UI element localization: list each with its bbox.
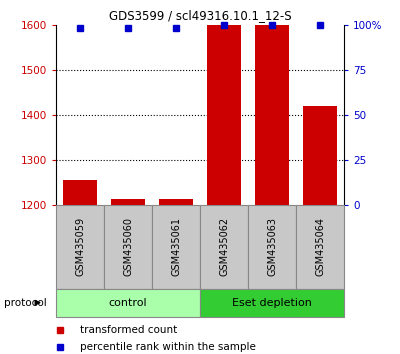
FancyBboxPatch shape xyxy=(56,205,104,289)
Text: GSM435064: GSM435064 xyxy=(315,217,325,276)
Text: GSM435059: GSM435059 xyxy=(75,217,85,276)
FancyBboxPatch shape xyxy=(152,205,200,289)
Text: control: control xyxy=(109,298,147,308)
Title: GDS3599 / scl49316.10.1_12-S: GDS3599 / scl49316.10.1_12-S xyxy=(109,9,291,22)
Bar xyxy=(63,181,97,205)
Bar xyxy=(255,25,289,205)
FancyBboxPatch shape xyxy=(248,205,296,289)
FancyBboxPatch shape xyxy=(200,289,344,317)
FancyBboxPatch shape xyxy=(296,205,344,289)
Bar xyxy=(207,25,241,205)
FancyBboxPatch shape xyxy=(56,289,200,317)
FancyBboxPatch shape xyxy=(200,205,248,289)
Text: GSM435060: GSM435060 xyxy=(123,217,133,276)
Text: GSM435061: GSM435061 xyxy=(171,217,181,276)
FancyBboxPatch shape xyxy=(104,205,152,289)
Text: Eset depletion: Eset depletion xyxy=(232,298,312,308)
Bar xyxy=(159,199,193,205)
Text: GSM435062: GSM435062 xyxy=(219,217,229,276)
Text: protocol: protocol xyxy=(4,298,47,308)
Text: percentile rank within the sample: percentile rank within the sample xyxy=(80,342,256,352)
Bar xyxy=(111,199,145,205)
Text: transformed count: transformed count xyxy=(80,325,177,335)
Bar xyxy=(303,106,337,205)
Text: GSM435063: GSM435063 xyxy=(267,217,277,276)
